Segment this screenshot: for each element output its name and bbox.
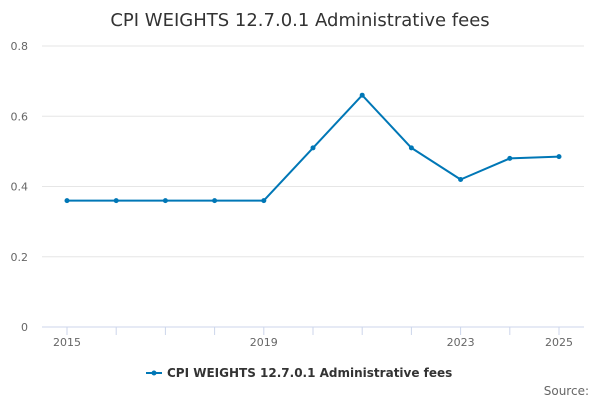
data-point[interactable] [507, 155, 513, 161]
x-tick-label: 2025 [545, 336, 573, 349]
y-tick-label: 0.8 [11, 40, 29, 53]
y-axis-ticks: 0 0.2 0.4 0.6 0.8 [11, 40, 29, 334]
data-point[interactable] [408, 145, 414, 151]
y-tick-label: 0.6 [11, 110, 29, 123]
data-point[interactable] [359, 92, 365, 98]
source-credit: Source: [544, 384, 589, 398]
y-tick-label: 0.2 [11, 251, 29, 264]
series-group [64, 92, 562, 204]
y-tick-label: 0.4 [11, 181, 29, 194]
x-tick-label: 2023 [447, 336, 475, 349]
legend[interactable]: CPI WEIGHTS 12.7.0.1 Administrative fees [146, 366, 452, 380]
legend-label[interactable]: CPI WEIGHTS 12.7.0.1 Administrative fees [167, 366, 452, 380]
data-point[interactable] [310, 145, 316, 151]
data-point[interactable] [212, 198, 218, 204]
data-point[interactable] [261, 198, 267, 204]
data-point[interactable] [162, 198, 168, 204]
grid-lines [42, 45, 584, 258]
x-tick-label: 2019 [250, 336, 278, 349]
x-axis: 2015 2019 2023 2025 [42, 326, 584, 349]
legend-point-marker [151, 370, 157, 376]
data-point[interactable] [458, 177, 464, 182]
data-point[interactable] [556, 154, 562, 160]
data-point[interactable] [64, 198, 70, 204]
y-tick-label: 0 [21, 321, 28, 334]
x-tick-label: 2015 [53, 336, 81, 349]
data-point[interactable] [113, 198, 119, 204]
chart-title: CPI WEIGHTS 12.7.0.1 Administrative fees [110, 10, 489, 31]
